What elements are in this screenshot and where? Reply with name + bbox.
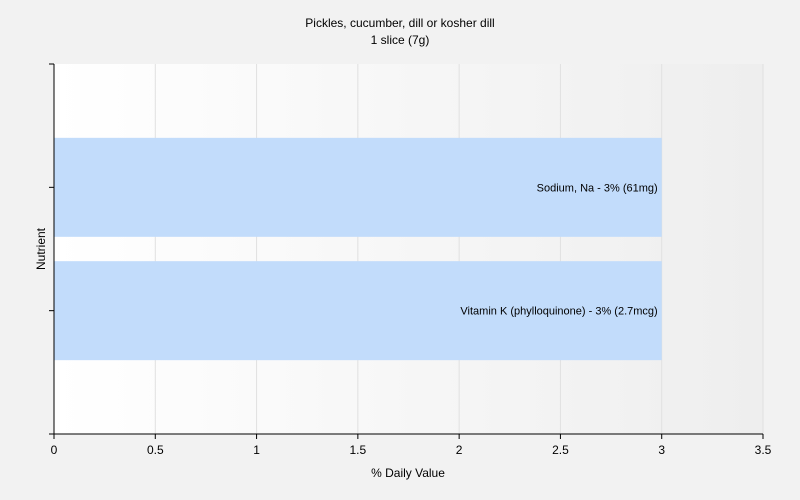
bar-data-label: Vitamin K (phylloquinone) - 3% (2.7mcg)	[460, 306, 657, 318]
x-tick-label: 3.5	[755, 443, 772, 457]
grid-lines	[154, 64, 764, 434]
x-tick-label: 0.5	[147, 443, 164, 457]
bar	[54, 137, 662, 237]
x-tick-label: 3	[658, 443, 665, 457]
x-tick-label: 1	[253, 443, 260, 457]
bar-data-label: Sodium, Na - 3% (61mg)	[537, 182, 658, 194]
axes: 0 0.5 1 1.5 2 2.5 3 3.5	[49, 63, 772, 457]
x-tick-label: 1.5	[350, 443, 367, 457]
y-axis-label: Nutrient	[34, 227, 48, 270]
chart-subtitle: 1 slice (7g)	[371, 33, 430, 47]
bar	[54, 261, 662, 361]
plot-area	[54, 64, 763, 434]
x-tick-label: 2.5	[552, 443, 569, 457]
x-tick-label: 2	[456, 443, 463, 457]
x-axis-label: % Daily Value	[371, 466, 445, 480]
x-tick-label: 0	[51, 443, 58, 457]
bars: Sodium, Na - 3% (61mg) Vitamin K (phylloq…	[54, 137, 662, 361]
chart-title: Pickles, cucumber, dill or kosher dill	[305, 16, 494, 30]
